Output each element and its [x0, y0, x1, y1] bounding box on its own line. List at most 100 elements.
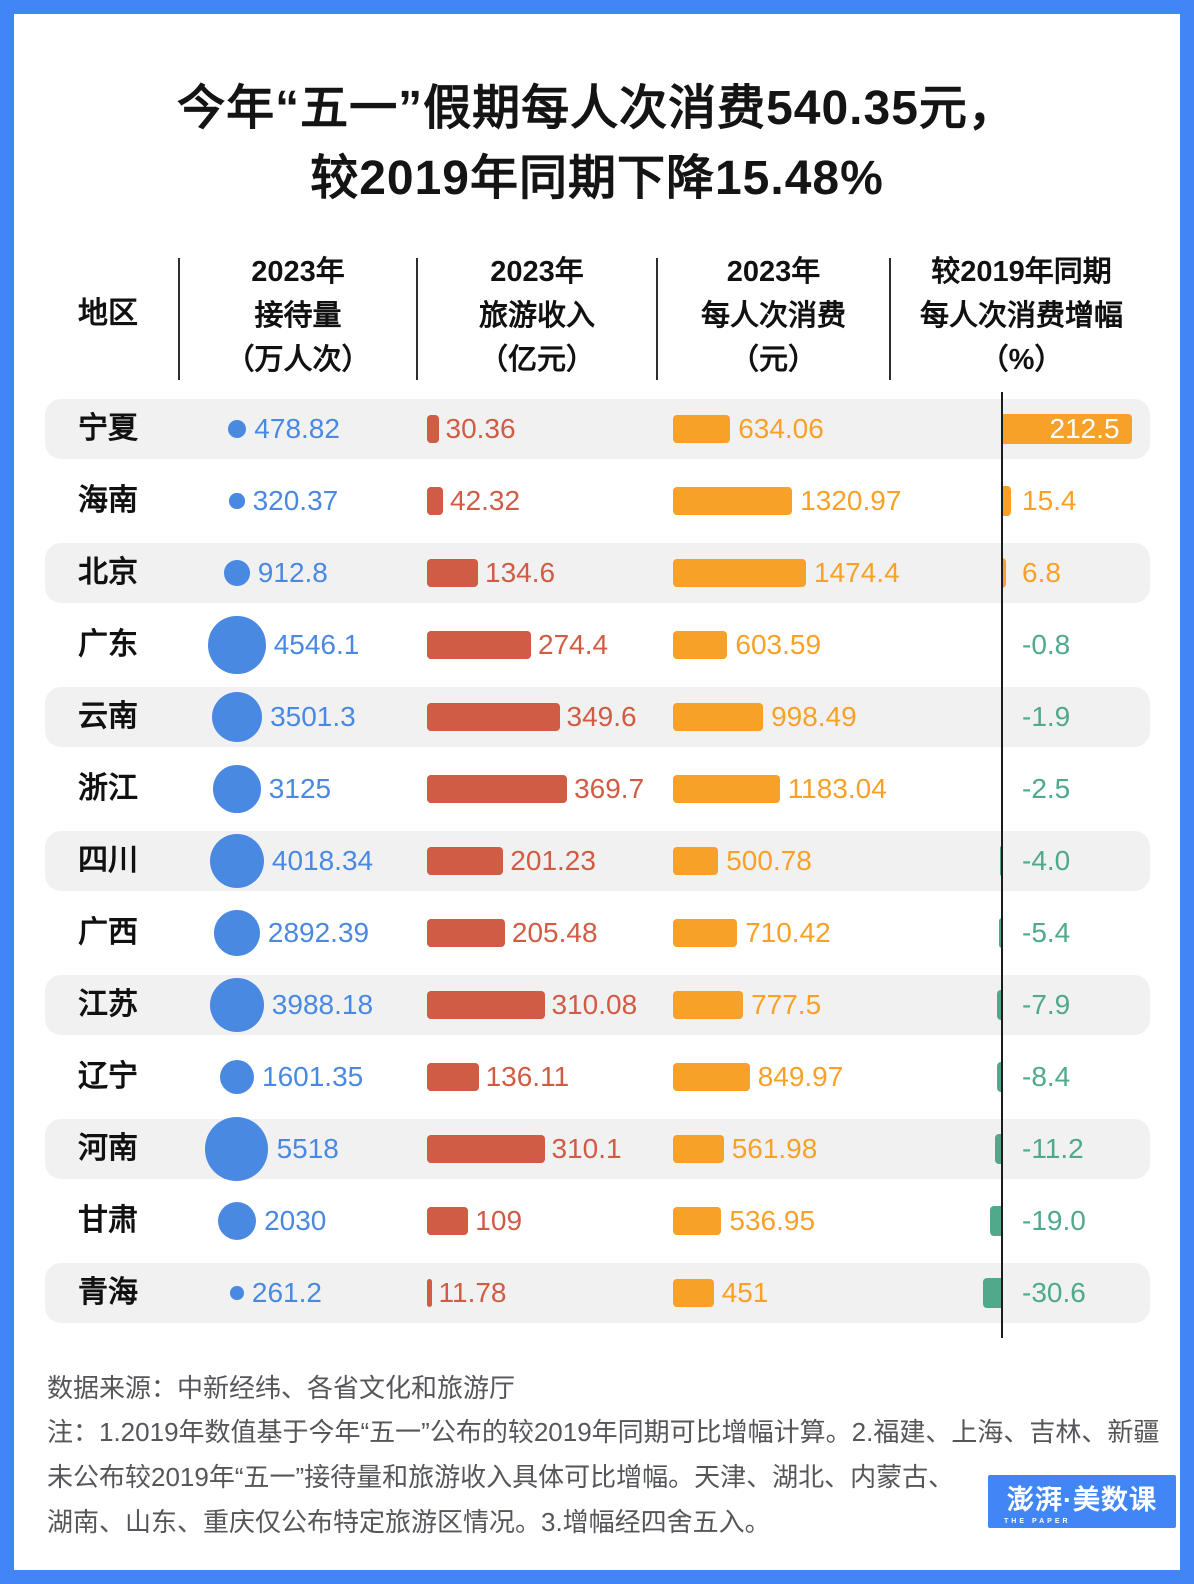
revenue-bar	[427, 487, 443, 515]
reception-bubble	[210, 834, 264, 888]
per-capita-bar	[673, 487, 793, 515]
per-capita-bar	[673, 919, 738, 947]
per-capita-bar	[673, 559, 806, 587]
revenue-value: 30.36	[445, 413, 516, 444]
reception-bubble	[210, 978, 264, 1032]
per-capita-bar	[673, 847, 719, 875]
region-label: 辽宁	[78, 1060, 138, 1093]
revenue-value: 42.32	[450, 485, 521, 516]
publisher-logo-brand: 澎湃·美数课	[1007, 1485, 1157, 1515]
revenue-bar	[427, 1135, 545, 1163]
header-divider	[416, 258, 418, 380]
reception-value: 478.82	[254, 413, 340, 444]
per-capita-value: 849.97	[757, 1061, 844, 1092]
revenue-value: 201.23	[510, 845, 596, 876]
revenue-value: 369.7	[574, 773, 645, 804]
growth-bar	[1002, 558, 1007, 588]
table-row: 海南 320.37 42.32 1320.97 15.4	[45, 471, 1150, 531]
per-capita-value: 710.42	[745, 917, 831, 948]
region-label: 浙江	[78, 772, 138, 805]
table-row: 河南 5518 310.1 561.98 -11.2	[45, 1117, 1150, 1181]
growth-value: -5.4	[1022, 917, 1071, 948]
reception-value: 4546.1	[273, 629, 360, 660]
per-capita-value: 561.98	[731, 1133, 818, 1164]
region-label: 甘肃	[78, 1204, 138, 1237]
per-capita-bar	[673, 631, 728, 659]
growth-bar	[1002, 486, 1012, 516]
table-row: 北京 912.8 134.6 1474.4 6.8	[45, 543, 1150, 603]
growth-bar	[997, 990, 1002, 1020]
column-header-reception: 2023年 接待量 （万人次）	[225, 256, 371, 376]
reception-value: 912.8	[257, 557, 328, 588]
growth-bar	[995, 1134, 1002, 1164]
page-title: 今年“五一”假期每人次消费540.35元， 较2019年同期下降15.48%	[0, 74, 1194, 214]
publisher-logo: 澎湃·美数课 THE PAPER	[988, 1475, 1176, 1528]
page-title-line1: 今年“五一”假期每人次消费540.35元，	[177, 82, 1017, 135]
footnote-text: 注：1.2019年数值基于今年“五一”公布的较2019年同期可比增幅计算。2.福…	[47, 1410, 1159, 1545]
table-row: 广东 4546.1 274.4 603.59 -0.8	[45, 615, 1150, 675]
header-divider	[889, 258, 891, 380]
growth-value: 212.5	[1049, 413, 1120, 444]
per-capita-bar	[673, 703, 764, 731]
table-row: 青海 261.2 11.78 451 -30.6	[45, 1263, 1150, 1323]
revenue-value: 134.6	[485, 557, 556, 588]
revenue-bar	[427, 1207, 469, 1235]
revenue-value: 109	[475, 1205, 523, 1236]
header-divider	[656, 258, 658, 380]
per-capita-bar	[673, 1207, 722, 1235]
reception-bubble	[214, 910, 260, 956]
reception-bubble	[205, 1117, 269, 1181]
table-row: 宁夏 478.82 30.36 634.06 212.5	[45, 399, 1150, 459]
growth-value: -7.9	[1022, 989, 1071, 1020]
reception-value: 3501.3	[270, 701, 356, 732]
growth-value: -8.4	[1022, 1061, 1071, 1092]
column-header-revenue: 2023年 旅游收入 （亿元）	[478, 256, 595, 376]
revenue-bar	[427, 919, 505, 947]
column-header-growth: 较2019年同期 每人次消费增幅 （%）	[919, 256, 1123, 376]
growth-value: -11.2	[1022, 1133, 1084, 1164]
column-header-region: 地区	[78, 297, 138, 330]
growth-bar	[996, 1062, 1002, 1092]
footnote-line1: 注：1.2019年数值基于今年“五一”公布的较2019年同期可比增幅计算。2.福…	[47, 1417, 1160, 1447]
per-capita-bar	[673, 415, 731, 443]
region-label: 宁夏	[78, 412, 138, 445]
revenue-bar	[427, 775, 568, 803]
revenue-bar	[427, 703, 560, 731]
reception-value: 2892.39	[267, 917, 370, 948]
per-capita-value: 1183.04	[787, 773, 887, 804]
revenue-bar	[427, 847, 504, 875]
column-header-per-capita: 2023年 每人次消费 （元）	[700, 256, 846, 376]
growth-value: -0.8	[1022, 629, 1071, 660]
table-row: 广西 2892.39 205.48 710.42 -5.4	[45, 903, 1150, 963]
per-capita-bar	[673, 1135, 724, 1163]
revenue-bar	[427, 1063, 479, 1091]
reception-value: 2030	[264, 1205, 327, 1236]
region-label: 河南	[78, 1132, 138, 1165]
growth-bar	[990, 1206, 1002, 1236]
per-capita-value: 777.5	[751, 989, 822, 1020]
per-capita-value: 451	[721, 1277, 769, 1308]
revenue-value: 11.78	[438, 1277, 507, 1308]
reception-value: 3125	[268, 773, 332, 804]
region-label: 北京	[78, 556, 138, 589]
per-capita-value: 500.78	[726, 845, 812, 876]
publisher-logo-subtitle: THE PAPER	[1004, 1518, 1071, 1525]
per-capita-bar	[673, 775, 780, 803]
region-label: 广东	[78, 628, 138, 661]
revenue-bar	[427, 415, 439, 443]
reception-bubble	[229, 493, 245, 509]
per-capita-bar	[673, 1063, 750, 1091]
growth-value: -4.0	[1022, 845, 1071, 876]
region-label: 青海	[78, 1276, 138, 1309]
revenue-bar	[427, 1279, 432, 1307]
reception-bubble	[208, 616, 266, 674]
reception-value: 1601.35	[262, 1061, 364, 1092]
page-title-line2: 较2019年同期下降15.48%	[310, 152, 884, 205]
header-divider	[178, 258, 180, 380]
growth-value: -2.5	[1022, 773, 1071, 804]
reception-bubble	[217, 1201, 257, 1241]
reception-value: 4018.34	[271, 845, 374, 876]
revenue-value: 136.11	[485, 1061, 570, 1092]
reception-bubble	[230, 1286, 244, 1300]
